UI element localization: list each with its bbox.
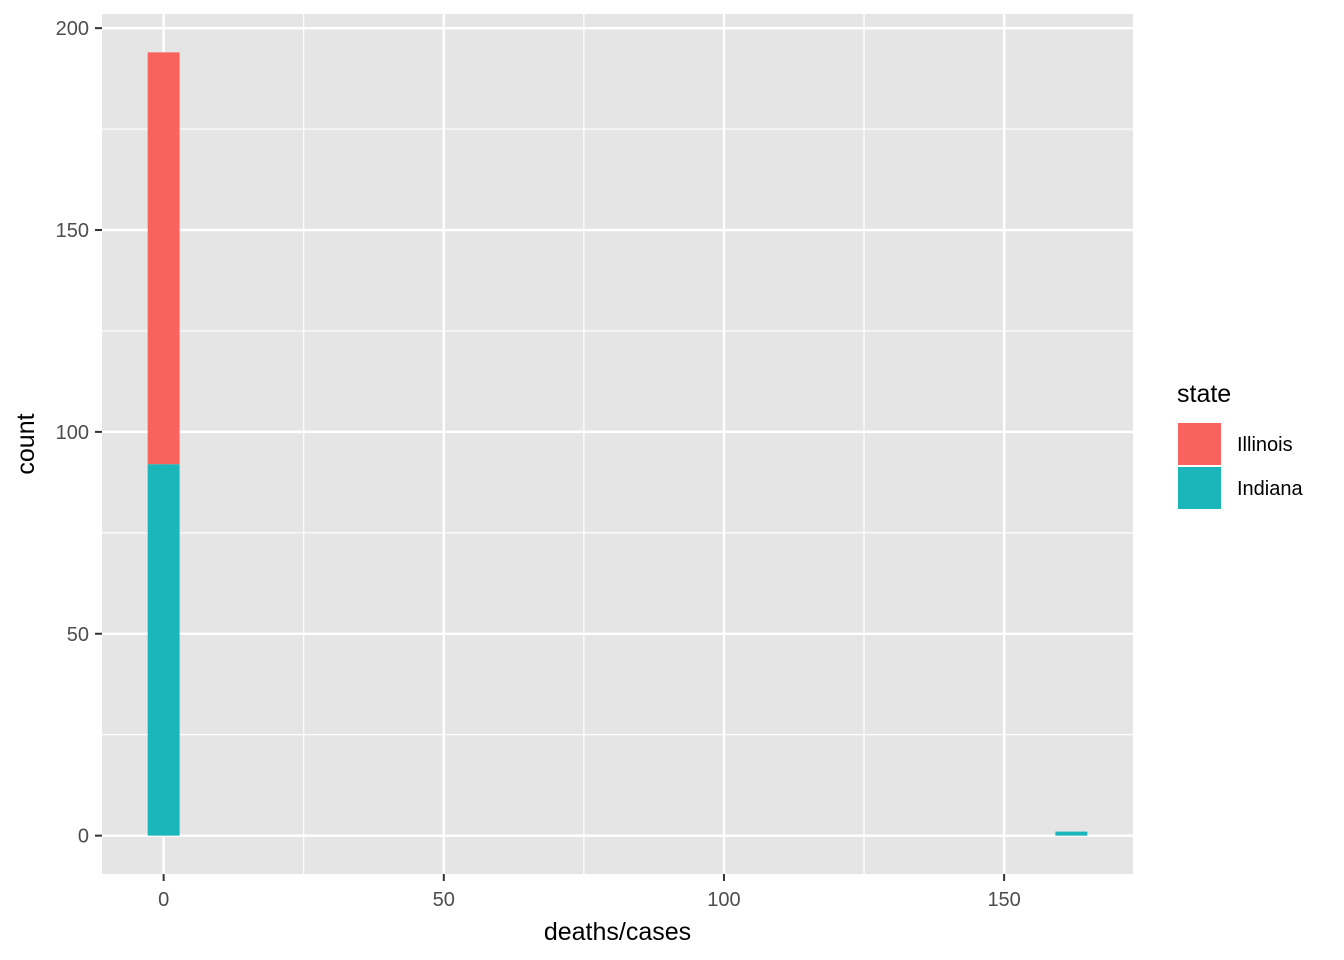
legend-title: state (1177, 380, 1231, 408)
x-tick-label: 0 (158, 889, 169, 911)
x-tick-label: 150 (987, 889, 1020, 911)
y-axis-title: count (12, 413, 40, 474)
y-tick-label: 150 (56, 220, 89, 242)
y-tick-label: 50 (67, 624, 89, 646)
grid-minor-lines (102, 14, 1133, 874)
grid-major-lines (102, 14, 1133, 874)
x-tick-label: 50 (433, 889, 455, 911)
x-axis: 0 50 100 150 (158, 874, 1021, 911)
bar-indiana-0 (147, 464, 180, 836)
legend-label-illinois: Illinois (1237, 434, 1293, 456)
x-tick-label: 100 (707, 889, 740, 911)
x-axis-title: deaths/cases (544, 918, 691, 946)
bars (147, 52, 1088, 836)
legend: state Illinois Indiana (1177, 380, 1303, 509)
bar-indiana-162 (1055, 831, 1088, 836)
y-tick-label: 0 (78, 826, 89, 848)
legend-key-indiana (1178, 467, 1221, 509)
legend-key-illinois (1178, 423, 1221, 465)
bar-illinois-0 (147, 52, 180, 465)
y-tick-label: 100 (56, 422, 89, 444)
plot-panel (102, 14, 1133, 874)
y-tick-label: 200 (56, 18, 89, 40)
y-axis: 0 50 100 150 200 (56, 18, 102, 848)
legend-label-indiana: Indiana (1237, 478, 1303, 500)
